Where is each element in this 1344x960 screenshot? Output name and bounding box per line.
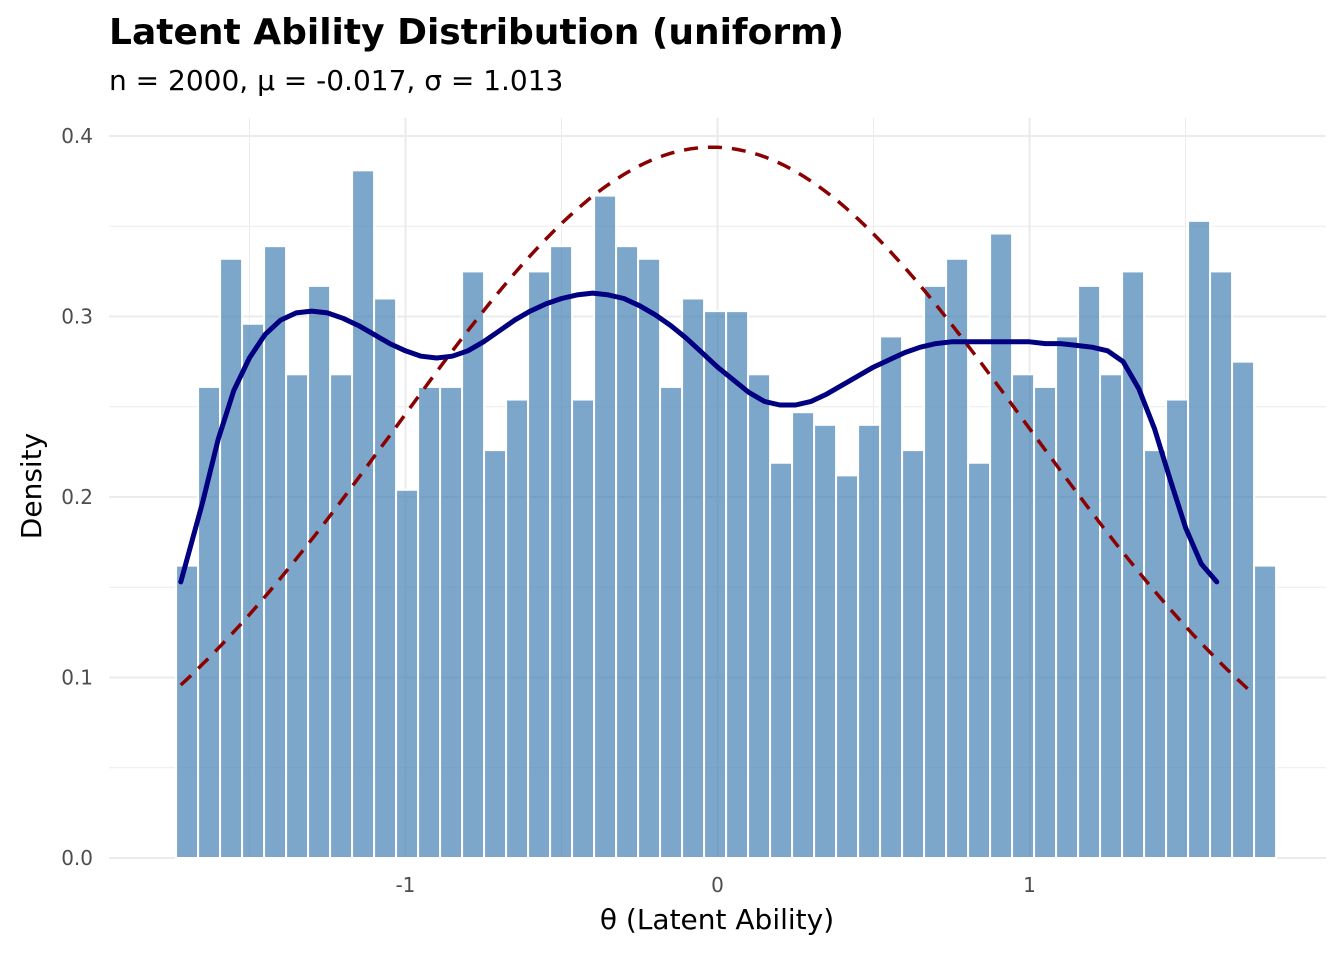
histogram-bar bbox=[351, 169, 376, 859]
x-axis-title: θ (Latent Ability) bbox=[600, 903, 834, 936]
histogram-bar bbox=[307, 284, 332, 860]
histogram-bar bbox=[637, 257, 662, 859]
chart-subtitle: n = 2000, μ = -0.017, σ = 1.013 bbox=[109, 64, 563, 97]
chart-title: Latent Ability Distribution (uniform) bbox=[109, 12, 844, 53]
histogram-bar bbox=[241, 322, 266, 859]
histogram-bar bbox=[1055, 335, 1080, 859]
histogram-bar bbox=[923, 284, 948, 860]
y-tick-label: 0.4 bbox=[61, 124, 93, 148]
histogram-bar bbox=[571, 398, 596, 859]
histogram-bar bbox=[505, 398, 530, 859]
histogram-bar bbox=[1077, 284, 1102, 860]
histogram-bar bbox=[439, 385, 464, 859]
x-tick-label: 0 bbox=[711, 873, 724, 897]
histogram-bar bbox=[681, 297, 706, 859]
histogram-bar bbox=[1165, 398, 1190, 859]
histogram-bar bbox=[1011, 373, 1036, 859]
kernel-density-curve bbox=[178, 290, 1220, 585]
histogram-bar bbox=[285, 373, 310, 859]
y-tick-label: 0.3 bbox=[61, 305, 93, 329]
histogram-bar bbox=[417, 385, 442, 859]
histogram-bar bbox=[461, 270, 486, 860]
histogram-bar bbox=[197, 385, 222, 859]
histogram-bar bbox=[549, 245, 574, 859]
histogram-bar bbox=[373, 297, 398, 859]
histogram-bar bbox=[329, 373, 354, 859]
histogram-bar bbox=[1231, 360, 1256, 859]
histogram-bar bbox=[879, 335, 904, 859]
histogram-bars bbox=[175, 169, 1278, 860]
histogram-bar bbox=[263, 245, 288, 859]
y-axis-ticks: 0.0 0.1 0.2 0.3 0.4 bbox=[61, 124, 93, 870]
histogram-bar bbox=[527, 270, 552, 860]
histogram-bar bbox=[1209, 270, 1234, 860]
histogram-bar bbox=[659, 385, 684, 859]
normal-reference-curve bbox=[179, 145, 1256, 696]
histogram-bar bbox=[857, 423, 882, 859]
histogram-bar bbox=[747, 373, 772, 859]
histogram-bar bbox=[989, 232, 1014, 859]
histogram-bar bbox=[1253, 564, 1278, 859]
histogram-bar bbox=[945, 257, 970, 859]
histogram-bar bbox=[791, 411, 816, 859]
y-tick-label: 0.2 bbox=[61, 485, 93, 509]
histogram-bar bbox=[703, 310, 728, 859]
histogram-bar bbox=[769, 461, 794, 859]
histogram-bar bbox=[1033, 385, 1058, 859]
density-curves bbox=[178, 145, 1256, 696]
histogram-bar bbox=[395, 488, 420, 859]
histogram-bar bbox=[483, 449, 508, 859]
histogram-bar bbox=[175, 564, 200, 859]
y-tick-label: 0.0 bbox=[61, 846, 93, 870]
histogram-bar bbox=[219, 257, 244, 859]
histogram-bar bbox=[967, 461, 992, 859]
y-axis-title: Density bbox=[15, 433, 48, 539]
histogram-bar bbox=[615, 245, 640, 859]
histogram-bar bbox=[813, 423, 838, 859]
histogram-bar bbox=[1099, 373, 1124, 859]
histogram-bar bbox=[835, 474, 860, 859]
histogram-bar bbox=[725, 310, 750, 859]
x-tick-label: 1 bbox=[1023, 873, 1036, 897]
histogram-bar bbox=[1143, 449, 1168, 859]
x-axis-ticks: -1 0 1 bbox=[395, 873, 1035, 897]
x-tick-label: -1 bbox=[395, 873, 415, 897]
histogram-bar bbox=[901, 449, 926, 859]
y-tick-label: 0.1 bbox=[61, 666, 93, 690]
